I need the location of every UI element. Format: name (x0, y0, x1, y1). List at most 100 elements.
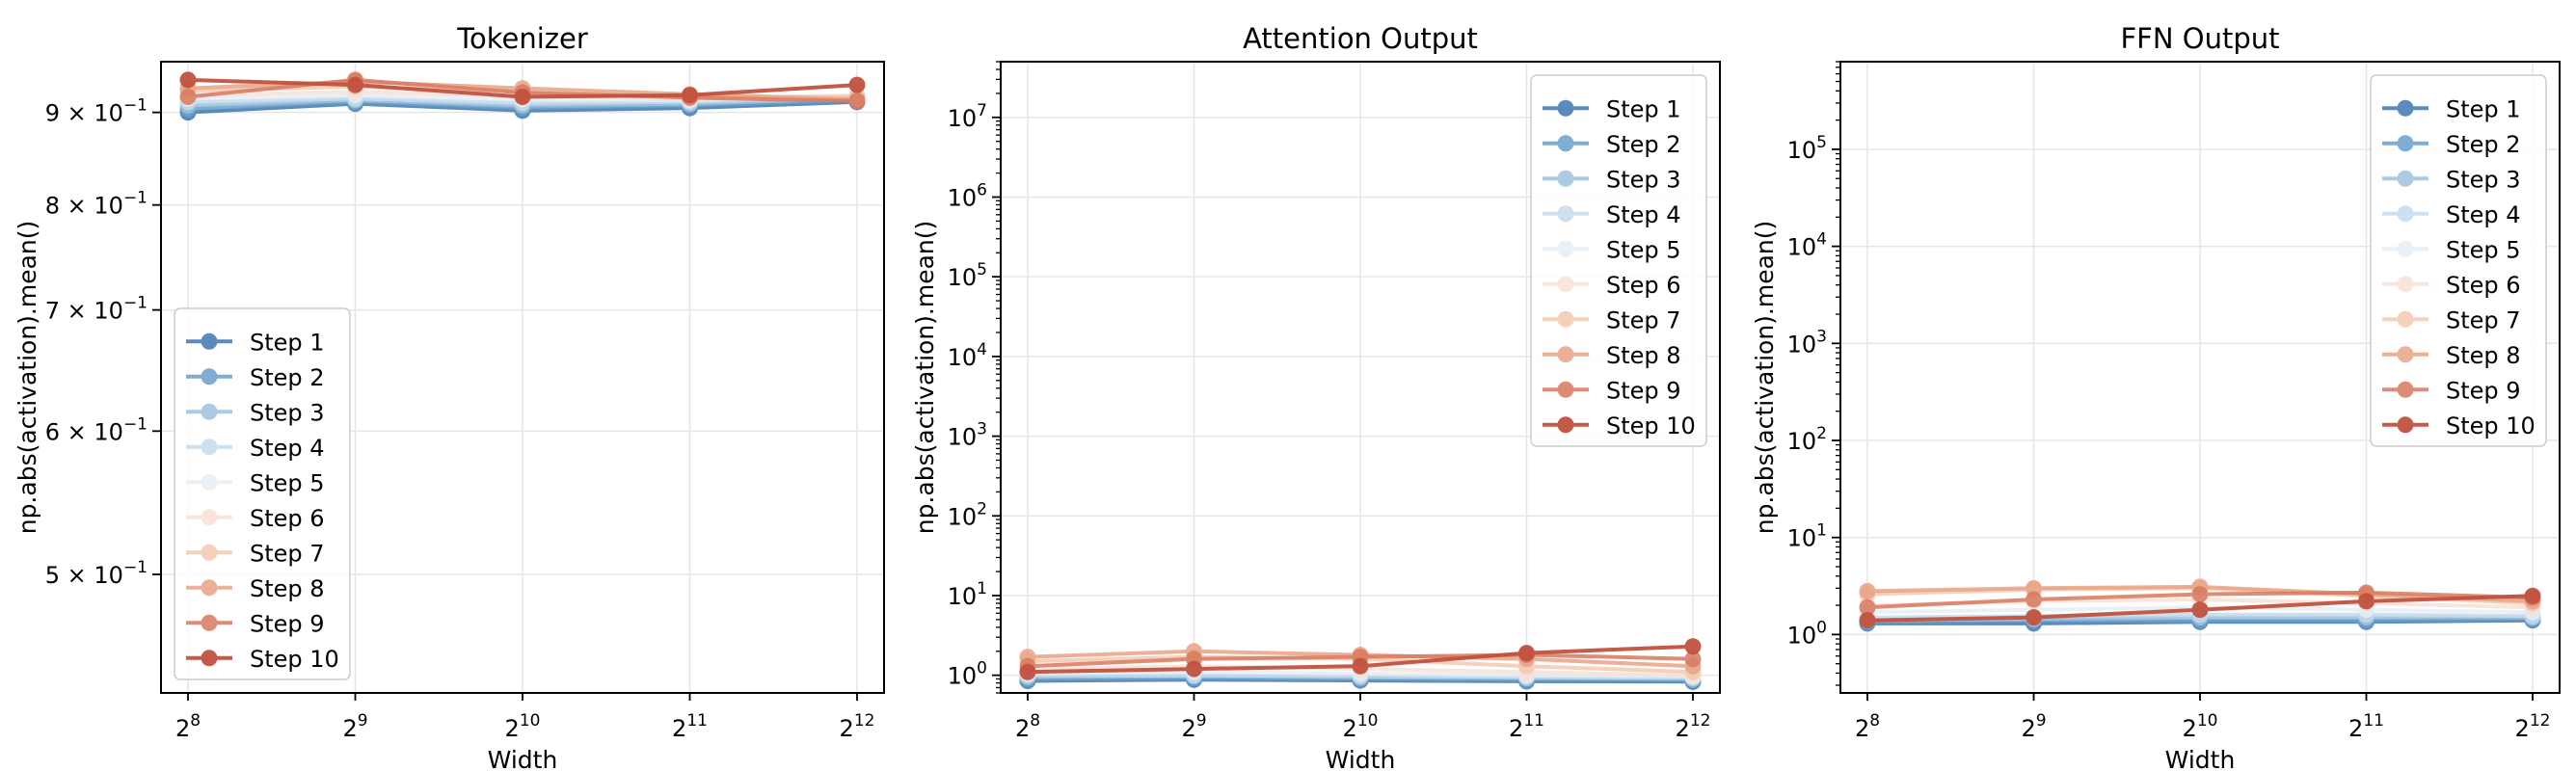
legend-label: Step 7 (250, 540, 325, 567)
legend-label: Step 8 (2446, 342, 2521, 369)
legend-swatch-marker (201, 368, 218, 386)
y-tick-label: 5 × 10−1 (45, 558, 148, 589)
legend-item (186, 509, 232, 526)
legend-item (1543, 99, 1589, 117)
x-axis-label: Width (2165, 746, 2236, 771)
legend-label: Step 5 (250, 469, 325, 496)
legend-item (186, 579, 232, 597)
legend-item (1543, 205, 1589, 223)
data-point (2358, 593, 2375, 610)
x-tick-label: 28 (175, 711, 201, 742)
legend-swatch-marker (2397, 135, 2414, 152)
legend-swatch-marker (1557, 135, 1574, 152)
data-point (1684, 651, 1702, 668)
x-tick-label: 212 (840, 711, 875, 742)
legend-swatch-marker (201, 650, 218, 667)
legend-swatch-marker (1557, 205, 1574, 223)
legend-item (186, 650, 232, 667)
legend-label: Step 9 (250, 610, 325, 637)
legend-item (2382, 346, 2428, 363)
legend-swatch-marker (2397, 205, 2414, 223)
legend-item (1543, 310, 1589, 328)
legend-label: Step 2 (2446, 131, 2521, 158)
x-tick-label: 210 (1343, 711, 1379, 742)
legend-item (186, 614, 232, 631)
data-point (2026, 579, 2042, 597)
data-point (1859, 612, 1876, 629)
legend-label: Step 2 (1606, 131, 1681, 158)
legend-label: Step 8 (1606, 342, 1681, 369)
legend-swatch-marker (2397, 310, 2414, 328)
legend: Step 1 Step 2 Step 3 Step 4 Step 5 Step 6 Step… (1530, 74, 1707, 447)
legend-item (2382, 240, 2428, 257)
x-axis-label: Width (1326, 746, 1396, 771)
legend-swatch-marker (201, 614, 218, 631)
data-point (1518, 645, 1535, 662)
series-10 (1859, 587, 2541, 629)
data-point (848, 76, 866, 93)
legend-swatch-marker (1557, 240, 1574, 257)
legend-label: Step 9 (1606, 377, 1681, 404)
legend-label: Step 5 (2446, 236, 2521, 263)
legend-label: Step 5 (1606, 236, 1681, 263)
data-point (2191, 586, 2209, 603)
legend-swatch-marker (2397, 240, 2414, 257)
legend-item (2382, 310, 2428, 328)
y-axis-label: np.abs(activation).mean() (13, 221, 41, 535)
legend-label: Step 1 (250, 329, 325, 356)
y-tick-label: 7 × 10−1 (45, 294, 148, 325)
data-point (179, 88, 197, 105)
legend-label: Step 2 (250, 364, 325, 391)
legend-label: Step 7 (1606, 306, 1681, 333)
legend-label: Step 3 (250, 399, 325, 426)
series-group (1019, 638, 1702, 690)
x-tick-label: 28 (1015, 711, 1040, 742)
x-tick-label: 212 (2515, 711, 2551, 742)
legend-item (2382, 276, 2428, 293)
legend-swatch-marker (1557, 310, 1574, 328)
legend-item (2382, 135, 2428, 152)
x-tick-label: 29 (342, 711, 367, 742)
x-tick-label: 211 (672, 711, 708, 742)
y-tick-label: 9 × 10−1 (45, 96, 148, 127)
data-point (848, 93, 866, 110)
legend-label: Step 9 (2446, 377, 2521, 404)
y-tick-label: 104 (948, 340, 987, 371)
legend-item (2382, 205, 2428, 223)
legend-item (2382, 416, 2428, 434)
data-point (1186, 660, 1202, 678)
legend-swatch-marker (1557, 381, 1574, 398)
legend-item (186, 332, 232, 350)
data-point (514, 88, 531, 105)
legend-item (186, 403, 232, 420)
x-tick-label: 212 (1676, 711, 1711, 742)
legend-swatch-marker (1557, 170, 1574, 187)
legend-label: Step 1 (1606, 95, 1681, 122)
legend-swatch-marker (2397, 416, 2414, 434)
legend-item (2382, 170, 2428, 187)
legend-label: Step 4 (250, 435, 325, 462)
legend-swatch-marker (1557, 276, 1574, 293)
y-tick-label: 105 (1787, 133, 1827, 164)
legend-item (2382, 381, 2428, 398)
legend-item (186, 439, 232, 456)
y-tick-label: 103 (948, 420, 987, 451)
chart-title: FFN Output (2120, 22, 2279, 55)
y-tick-label: 8 × 10−1 (45, 189, 148, 220)
legend: Step 1 Step 2 Step 3 Step 4 Step 5 Step 6 Step… (174, 307, 351, 680)
legend-item (186, 544, 232, 561)
legend-swatch-marker (2397, 170, 2414, 187)
legend-label: Step 10 (250, 646, 339, 673)
legend-item (186, 368, 232, 386)
legend-label: Step 1 (2446, 95, 2521, 122)
y-axis-label: np.abs(activation).mean() (1751, 221, 1779, 535)
legend-swatch-marker (2397, 99, 2414, 117)
data-point (179, 71, 197, 89)
legend-label: Step 10 (1606, 412, 1696, 439)
y-axis-label: np.abs(activation).mean() (911, 221, 939, 535)
data-point (1352, 657, 1369, 675)
legend-swatch-marker (201, 403, 218, 420)
data-point (1684, 638, 1702, 655)
legend-label: Step 4 (2446, 201, 2521, 228)
